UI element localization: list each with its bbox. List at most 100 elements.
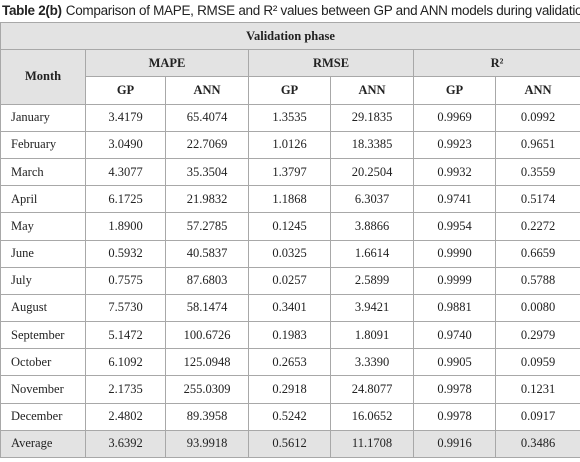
value-cell: 0.5242 <box>248 402 331 431</box>
data-row: July 0.7575 87.6803 0.0257 2.5899 0.9999 0.578… <box>0 266 580 295</box>
data-row: January 3.4179 65.4074 1.3535 29.1835 0.9969 0… <box>0 103 580 132</box>
data-row: June 0.5932 40.5837 0.0325 1.6614 0.9990 0.665… <box>0 239 580 268</box>
value-cell: 2.4802 <box>85 402 166 431</box>
value-cell: 20.2504 <box>330 157 414 187</box>
value-cell: 2.1735 <box>85 375 166 404</box>
value-cell: 35.3504 <box>165 157 249 187</box>
value-cell: 3.3390 <box>330 348 414 377</box>
data-row: September 5.1472 100.6726 0.1983 1.8091 0.974… <box>0 321 580 350</box>
value-cell: 0.9990 <box>413 239 496 268</box>
average-row: Average 3.6392 93.9918 0.5612 11.1708 0.9916 0… <box>0 429 580 459</box>
value-cell: 1.1868 <box>248 185 331 214</box>
value-cell: 0.2918 <box>248 375 331 404</box>
month-cell: January <box>0 103 86 132</box>
value-cell: 0.9978 <box>413 375 496 404</box>
value-cell: 0.9905 <box>413 348 496 377</box>
value-cell: 0.9923 <box>413 130 496 159</box>
group-header-row: Validation phase <box>0 21 580 51</box>
month-cell: October <box>0 348 86 377</box>
value-cell: 0.9741 <box>413 185 496 214</box>
average-cell: 11.1708 <box>330 429 414 459</box>
average-cell: 0.9916 <box>413 429 496 459</box>
value-cell: 6.1092 <box>85 348 166 377</box>
value-cell: 24.8077 <box>330 375 414 404</box>
value-cell: 0.6659 <box>494 239 580 268</box>
value-cell: 57.2785 <box>165 212 249 241</box>
value-cell: 58.1474 <box>165 293 249 323</box>
value-cell: 0.2272 <box>494 212 580 241</box>
value-cell: 4.3077 <box>85 157 166 187</box>
value-cell: 255.0309 <box>165 375 249 404</box>
value-cell: 5.1472 <box>85 321 166 350</box>
month-cell: March <box>0 157 86 187</box>
value-cell: 16.0652 <box>330 402 414 431</box>
data-row: February 3.0490 22.7069 1.0126 18.3385 0.9923… <box>0 130 580 159</box>
value-cell: 0.9954 <box>413 212 496 241</box>
data-row: May 1.8900 57.2785 0.1245 3.8866 0.9954 0.2272 <box>0 212 580 241</box>
value-cell: 0.0992 <box>494 103 580 132</box>
value-cell: 0.3559 <box>494 157 580 187</box>
value-cell: 22.7069 <box>165 130 249 159</box>
value-cell: 0.2979 <box>494 321 580 350</box>
value-cell: 0.0917 <box>494 402 580 431</box>
month-cell: December <box>0 402 86 431</box>
value-cell: 1.3797 <box>248 157 331 187</box>
value-cell: 1.3535 <box>248 103 331 132</box>
header-row: Month MAPE RMSE R² <box>0 49 580 105</box>
group-header: Validation phase <box>0 21 580 51</box>
month-cell: February <box>0 130 86 159</box>
month-cell: September <box>0 321 86 350</box>
data-row: October 6.1092 125.0948 0.2653 3.3390 0.9905 0… <box>0 348 580 377</box>
value-cell: 0.0325 <box>248 239 331 268</box>
value-cell: 0.5788 <box>494 266 580 295</box>
column-header: MAPE <box>85 49 249 78</box>
value-cell: 0.2653 <box>248 348 331 377</box>
value-cell: 18.3385 <box>330 130 414 159</box>
value-cell: 0.0257 <box>248 266 331 295</box>
month-cell: May <box>0 212 86 241</box>
value-cell: 40.5837 <box>165 239 249 268</box>
month-cell: April <box>0 185 86 214</box>
value-cell: 0.1983 <box>248 321 331 350</box>
average-label: Average <box>0 429 86 459</box>
value-cell: 6.3037 <box>330 185 414 214</box>
value-cell: 0.3401 <box>248 293 331 323</box>
value-cell: 0.9651 <box>494 130 580 159</box>
value-cell: 6.1725 <box>85 185 166 214</box>
value-cell: 0.0959 <box>494 348 580 377</box>
sub-header: GP <box>85 76 166 105</box>
average-cell: 0.5612 <box>248 429 331 459</box>
value-cell: 87.6803 <box>165 266 249 295</box>
data-row: November 2.1735 255.0309 0.2918 24.8077 0.997… <box>0 375 580 404</box>
value-cell: 1.6614 <box>330 239 414 268</box>
month-cell: June <box>0 239 86 268</box>
value-cell: 125.0948 <box>165 348 249 377</box>
value-cell: 3.4179 <box>85 103 166 132</box>
value-cell: 3.9421 <box>330 293 414 323</box>
value-cell: 1.8900 <box>85 212 166 241</box>
average-cell: 93.9918 <box>165 429 249 459</box>
subheader-row: GP ANN GP ANN GP ANN <box>1 76 580 105</box>
table: Validation phase Month MAPE RMSE R² GP ANN GP AN… <box>0 21 580 459</box>
value-cell: 0.1231 <box>494 375 580 404</box>
value-cell: 0.9740 <box>413 321 496 350</box>
average-cell: 3.6392 <box>85 429 166 459</box>
month-cell: November <box>0 375 86 404</box>
value-cell: 0.9999 <box>413 266 496 295</box>
value-cell: 0.0080 <box>494 293 580 323</box>
caption-text: Comparison of MAPE, RMSE and R² values b… <box>65 3 580 18</box>
value-cell: 0.7575 <box>85 266 166 295</box>
value-cell: 3.8866 <box>330 212 414 241</box>
value-cell: 89.3958 <box>165 402 249 431</box>
value-cell: 29.1835 <box>330 103 414 132</box>
value-cell: 0.9881 <box>413 293 496 323</box>
data-row: December 2.4802 89.3958 0.5242 16.0652 0.9978… <box>0 402 580 431</box>
column-header: RMSE <box>248 49 414 78</box>
sub-header: ANN <box>494 76 580 105</box>
value-cell: 1.8091 <box>330 321 414 350</box>
value-cell: 1.0126 <box>248 130 331 159</box>
caption-label: Table 2(b) <box>2 3 62 18</box>
value-cell: 7.5730 <box>85 293 166 323</box>
month-cell: July <box>0 266 86 295</box>
